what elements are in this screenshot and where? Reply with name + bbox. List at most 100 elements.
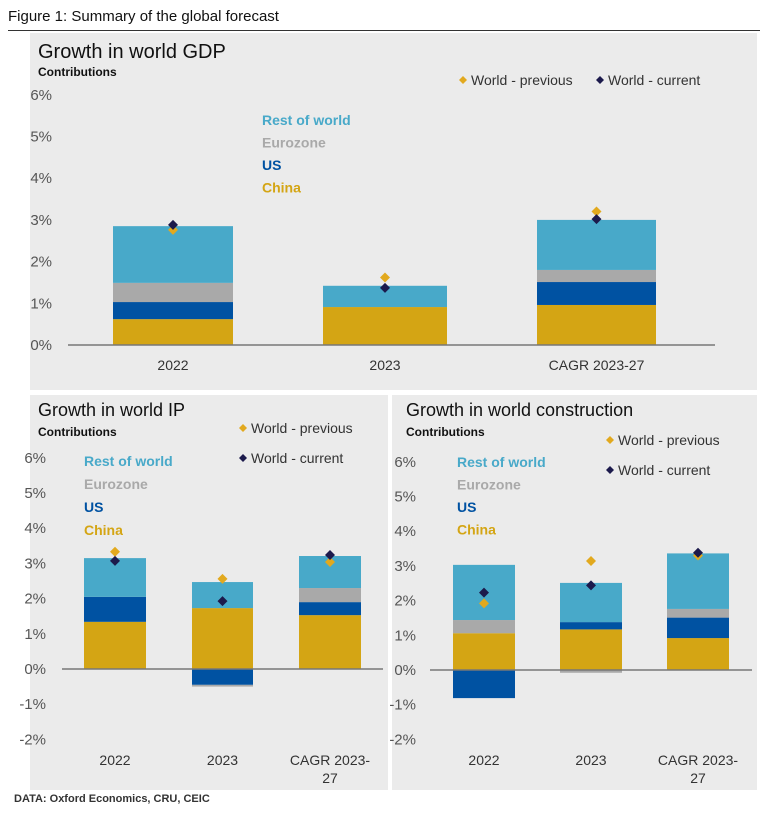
marker-world-current [168, 219, 178, 230]
legend-china: China [262, 180, 301, 196]
y-tick-label: 6% [30, 87, 52, 104]
legend-world-previous: World - previous [471, 72, 573, 88]
bar-segment-us [299, 602, 361, 616]
bar-segment-china [192, 608, 253, 669]
y-tick-label: 0% [24, 661, 46, 678]
bar-segment-us [537, 282, 656, 305]
marker-world-current [110, 555, 120, 566]
chart-title: Growth in world GDP [38, 41, 226, 63]
y-tick-label: -2% [19, 731, 46, 748]
legend-world-previous: World - previous [618, 432, 720, 448]
legend-world-current: World - current [608, 72, 700, 88]
bar-segment-eurozone [537, 269, 656, 283]
bar-segment-rest-of-world [323, 285, 447, 308]
bar-segment-eurozone [299, 588, 361, 603]
legend-rest-of-world: Rest of world [262, 112, 351, 128]
x-tick-label: CAGR 2023-27 [549, 357, 645, 373]
legend-diamond-icon [239, 424, 247, 432]
y-tick-label: 2% [24, 591, 46, 608]
bar-segment-us [560, 622, 622, 630]
bar-segment-us [113, 302, 233, 320]
source-note: DATA: Oxford Economics, CRU, CEIC [14, 793, 210, 805]
marker-world-previous [591, 206, 602, 217]
legend-diamond-icon [606, 436, 614, 444]
y-tick-label: 4% [30, 170, 52, 187]
marker-world-current [479, 587, 489, 598]
bar-segment-rest-of-world [667, 553, 729, 609]
y-tick-label: 0% [394, 662, 416, 679]
x-tick-label: CAGR 2023- [658, 752, 738, 768]
legend-china: China [457, 522, 496, 538]
chart-subtitle: Contributions [38, 65, 117, 79]
y-tick-label: 5% [394, 489, 416, 506]
y-tick-label: 4% [24, 520, 46, 537]
legend-eurozone: Eurozone [457, 477, 521, 493]
y-tick-label: 3% [394, 558, 416, 575]
y-tick-label: 1% [30, 295, 52, 312]
y-tick-label: 1% [394, 627, 416, 644]
bar-segment-eurozone [560, 670, 622, 673]
legend-diamond-icon [606, 466, 614, 474]
marker-world-previous [380, 272, 390, 283]
legend-diamond-icon [596, 76, 604, 84]
y-tick-label: -1% [389, 697, 416, 714]
y-tick-label: 5% [30, 129, 52, 146]
legend-us: US [84, 499, 103, 515]
bar-segment-china [667, 638, 729, 670]
x-tick-label: 2022 [468, 752, 499, 768]
bar-segment-eurozone [192, 684, 253, 687]
x-tick-label: 2023 [207, 752, 238, 768]
legend-us: US [262, 157, 281, 173]
legend-world-current: World - current [618, 462, 710, 478]
legend-rest-of-world: Rest of world [457, 454, 546, 470]
y-tick-label: 6% [24, 450, 46, 467]
legend-diamond-icon [239, 454, 247, 462]
marker-world-current [217, 596, 228, 607]
y-tick-label: 5% [24, 485, 46, 502]
legend-world-current: World - current [251, 450, 343, 466]
x-tick-label: 27 [322, 770, 338, 786]
y-tick-label: 1% [24, 626, 46, 643]
marker-world-current [693, 547, 703, 558]
y-tick-label: 3% [24, 555, 46, 572]
marker-world-current [325, 549, 335, 560]
y-tick-label: 6% [394, 454, 416, 471]
chart-title: Growth in world construction [406, 400, 633, 420]
y-tick-label: 0% [30, 337, 52, 354]
x-tick-label: 2022 [99, 752, 130, 768]
legend-us: US [457, 499, 476, 515]
bar-segment-eurozone [453, 620, 515, 634]
marker-world-previous [586, 556, 596, 567]
y-tick-label: 4% [394, 523, 416, 540]
bar-segment-china [299, 615, 361, 669]
bar-segment-us [667, 617, 729, 639]
marker-world-previous [325, 556, 335, 567]
y-tick-label: 2% [394, 593, 416, 610]
bar-segment-china [84, 621, 146, 669]
bar-segment-china [560, 629, 622, 670]
legend-rest-of-world: Rest of world [84, 453, 173, 469]
marker-world-current [591, 214, 602, 225]
bar-segment-us [453, 670, 515, 699]
legend-diamond-icon [459, 76, 467, 84]
bar-segment-eurozone [667, 608, 729, 618]
bar-segment-rest-of-world [537, 219, 656, 270]
marker-world-previous [110, 546, 120, 557]
legend-eurozone: Eurozone [262, 135, 326, 151]
marker-world-current [380, 282, 390, 293]
marker-world-current [586, 580, 596, 591]
bar-segment-eurozone [113, 282, 233, 303]
bar-segment-china [113, 319, 233, 345]
y-tick-label: -1% [19, 696, 46, 713]
legend-world-previous: World - previous [251, 420, 353, 436]
x-tick-label: CAGR 2023- [290, 752, 370, 768]
bar-segment-us [84, 596, 146, 622]
bar-segment-us [192, 669, 253, 685]
figure-title: Figure 1: Summary of the global forecast [8, 8, 279, 25]
y-tick-label: 3% [30, 212, 52, 229]
y-tick-label: -2% [389, 731, 416, 748]
bar-segment-china [537, 304, 656, 345]
bar-segment-china [323, 307, 447, 345]
